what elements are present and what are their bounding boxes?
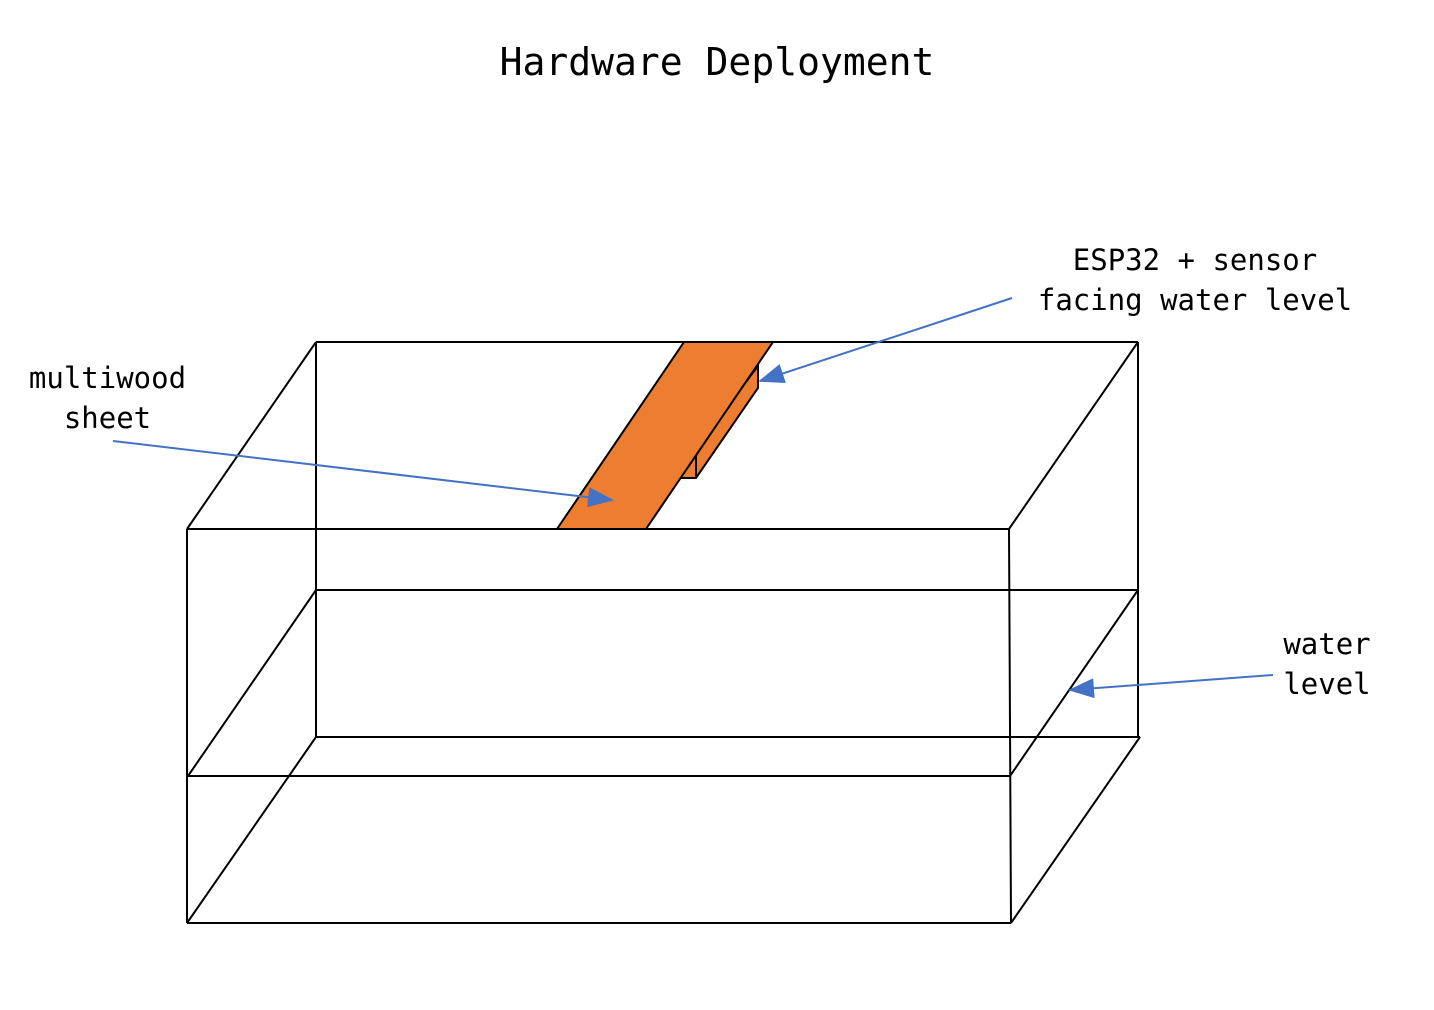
multiwood-arrow [112, 440, 614, 508]
water-level-arrow [1068, 674, 1274, 699]
tank-depth-edges [186, 341, 1141, 924]
esp32-sensor-label-line2: facing water level [1037, 283, 1353, 317]
water-level-label-line2: level [1283, 667, 1371, 701]
tank-front-face [186, 528, 1012, 924]
multiwood-sheet [555, 341, 775, 530]
esp32-arrow [758, 297, 1013, 383]
diagram-title: Hardware Deployment [499, 40, 935, 84]
esp32-sensor-label-line1: ESP32 + sensor [1072, 243, 1318, 277]
multiwood-sheet-label: multiwood sheet [10, 358, 205, 438]
esp32-sensor-label: ESP32 + sensor facing water level [1010, 240, 1380, 320]
multiwood-sheet-label-line1: multiwood [28, 361, 187, 395]
multiwood-sheet-label-line2: sheet [63, 401, 152, 435]
water-level-label: water level [1262, 624, 1392, 704]
water-level-plane [187, 589, 1139, 777]
water-level-label-line1: water [1283, 627, 1371, 661]
